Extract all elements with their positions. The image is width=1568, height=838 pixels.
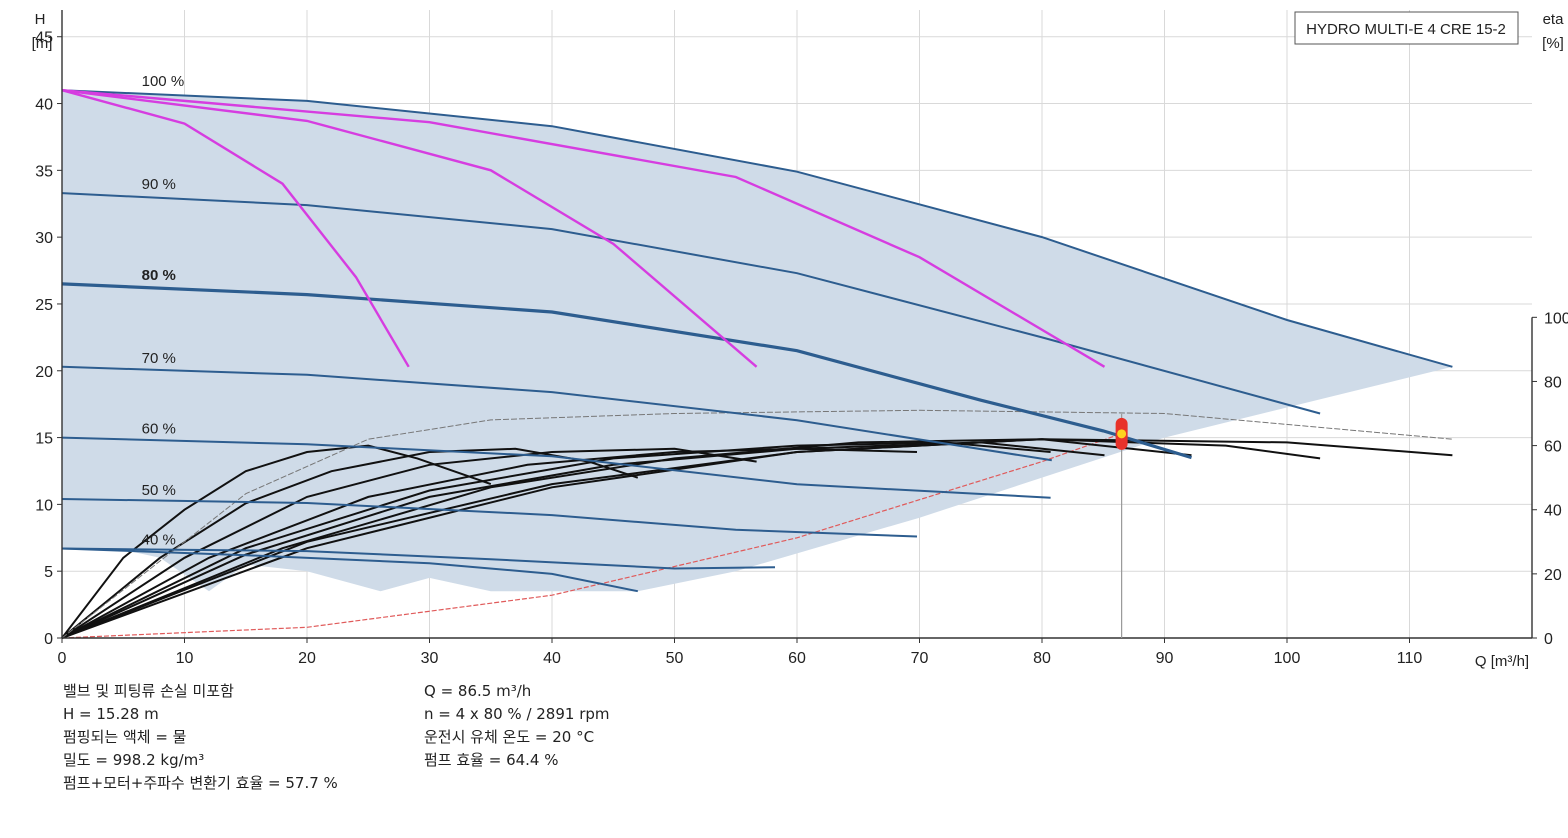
efficiency-curve — [61, 447, 757, 639]
model-box: HYDRO MULTI-E 4 CRE 15-2 — [1294, 11, 1519, 45]
x-tick-label: 60 — [788, 650, 806, 667]
efficiency-curve — [61, 438, 1453, 639]
y-tick-label: 45 — [35, 30, 53, 47]
duty-point-center — [1117, 429, 1127, 439]
x-tick-label: 30 — [421, 650, 439, 667]
y2-tick-label: 100 — [1544, 310, 1568, 327]
x-tick-label: 40 — [543, 650, 561, 667]
duty-point — [1115, 413, 1128, 638]
y-tick-label: 20 — [35, 364, 53, 381]
x-tick-label: 70 — [911, 650, 929, 667]
y-tick-label: 15 — [35, 431, 53, 448]
pump-curve-chart: 0 10 20 30 40 50 60 70 80 90 100 110 0 5 10 15 20 25 30 35 4… — [32, 10, 1568, 670]
speed-label: 70 % — [142, 350, 176, 367]
speed-label: 90 % — [142, 176, 176, 193]
x-tick-label: 80 — [1033, 650, 1051, 667]
info-right: Q = 86.5 m³/h n = 4 x 80 % / 2891 rpm 운전… — [424, 680, 610, 772]
x-tick-label: 10 — [176, 650, 194, 667]
y-tick-label: 0 — [44, 631, 53, 648]
info-total-efficiency: 펌프+모터+주파수 변환기 효율 = 57.7 % — [63, 774, 338, 792]
speed-curve — [61, 547, 638, 593]
info-note: 밸브 및 피팅류 손실 미포함 — [63, 682, 234, 700]
x-axis-label: Q [m³/h] — [1475, 653, 1529, 670]
info-liquid: 펌핑되는 액체 = 물 — [63, 728, 187, 746]
x-tick-label: 90 — [1156, 650, 1174, 667]
y2-tick-label: 60 — [1544, 439, 1562, 456]
info-temperature: 운전시 유체 온도 = 20 °C — [424, 728, 595, 746]
y2-tick-label: 80 — [1544, 374, 1562, 391]
speed-curve — [61, 192, 1321, 415]
y-tick-label: 40 — [35, 97, 53, 114]
speed-label: 60 % — [142, 421, 176, 438]
x-tick-label: 20 — [298, 650, 316, 667]
pipe-curve — [61, 89, 758, 368]
y2-axis-label: eta — [1543, 11, 1565, 28]
speed-curves — [61, 89, 1453, 593]
y-axis-unit: [m] — [32, 35, 53, 52]
info-pump-efficiency: 펌프 효율 = 64.4 % — [424, 751, 559, 769]
axes: 0 10 20 30 40 50 60 70 80 90 100 110 0 5 10 15 20 25 30 35 4… — [35, 10, 1568, 667]
speed-label: 80 % — [142, 267, 176, 284]
info-head: H = 15.28 m — [63, 705, 159, 723]
y2-axis-unit: [%] — [1542, 35, 1564, 52]
speed-curve — [61, 436, 1051, 499]
y-axis-label: H — [35, 11, 46, 28]
pipe-curve — [61, 89, 1106, 368]
system-curve-layer — [61, 433, 1122, 639]
system-curve — [61, 433, 1122, 639]
y-tick-label: 30 — [35, 230, 53, 247]
speed-labels: 100 % 90 % 80 % 70 % 60 % 50 % 40 % — [142, 73, 185, 548]
speed-label: 50 % — [142, 482, 176, 499]
pipe-curves — [61, 89, 1106, 368]
y-tick-label: 5 — [44, 564, 53, 581]
efficiency-curve — [61, 409, 1453, 639]
y2-tick-label: 40 — [1544, 503, 1562, 520]
speed-curve — [61, 282, 1192, 460]
speed-curve — [61, 547, 776, 570]
pipe-curve — [61, 89, 410, 368]
info-flow: Q = 86.5 m³/h — [424, 682, 532, 700]
x-tick-label: 50 — [666, 650, 684, 667]
info-left: 밸브 및 피팅류 손실 미포함 H = 15.28 m 펌핑되는 액체 = 물 … — [63, 680, 338, 795]
info-speed: n = 4 x 80 % / 2891 rpm — [424, 705, 610, 723]
x-tick-label: 100 — [1274, 650, 1301, 667]
y2-tick-label: 0 — [1544, 631, 1553, 648]
speed-label: 100 % — [142, 73, 185, 90]
speed-curve — [61, 498, 918, 538]
info-density: 밀도 = 998.2 kg/m³ — [63, 751, 205, 769]
y-tick-label: 25 — [35, 297, 53, 314]
speed-curve — [61, 89, 1453, 368]
speed-label: 40 % — [142, 531, 176, 548]
y2-tick-label: 20 — [1544, 567, 1562, 584]
x-tick-label: 0 — [58, 650, 67, 667]
y-tick-label: 35 — [35, 163, 53, 180]
chart-title: HYDRO MULTI-E 4 CRE 15-2 — [1306, 21, 1506, 38]
y-tick-label: 10 — [35, 497, 53, 514]
speed-curve — [61, 365, 1052, 462]
x-tick-label: 110 — [1397, 650, 1423, 667]
